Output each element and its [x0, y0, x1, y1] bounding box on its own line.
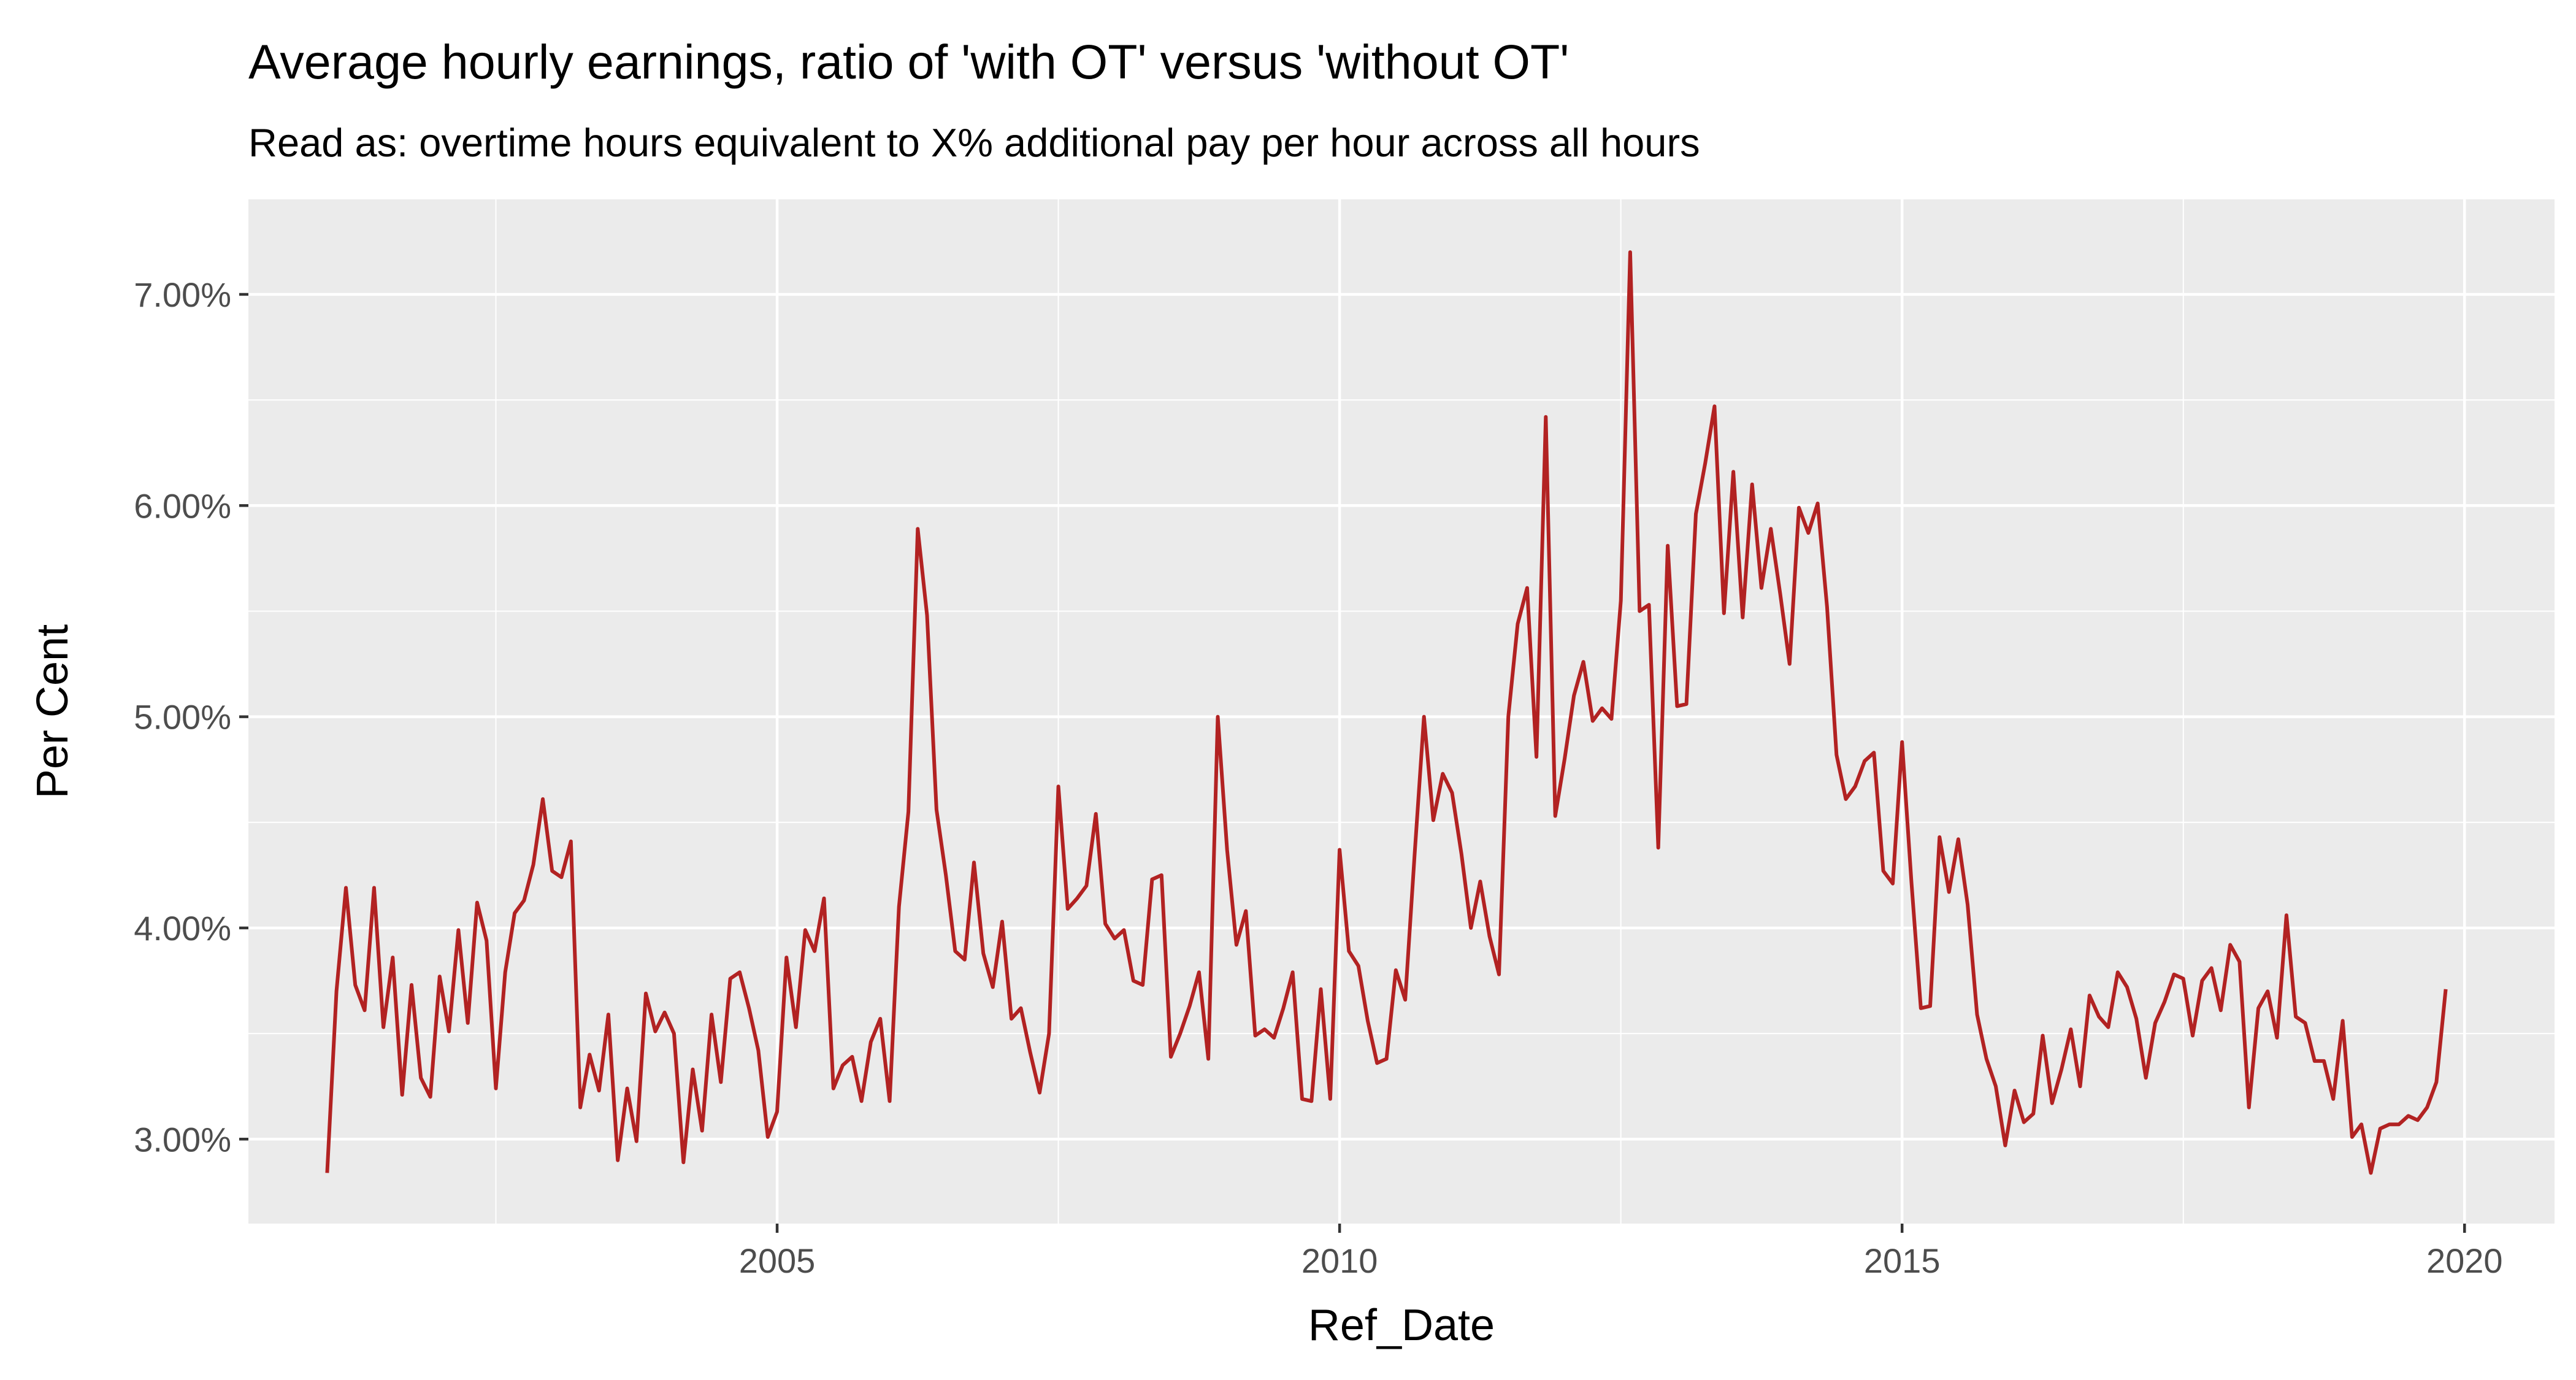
x-tick-label: 2020: [2426, 1241, 2503, 1280]
chart-subtitle: Read as: overtime hours equivalent to X%…: [248, 120, 1700, 165]
x-tick-label: 2010: [1301, 1241, 1378, 1280]
y-tick-label: 4.00%: [134, 909, 231, 948]
major-gridlines: [248, 199, 2555, 1224]
chart-title: Average hourly earnings, ratio of 'with …: [248, 34, 1569, 89]
x-tick-label: 2005: [739, 1241, 816, 1280]
series-line: [325, 250, 2448, 1175]
y-tick-label: 7.00%: [134, 275, 231, 314]
x-axis-title: Ref_Date: [1308, 1301, 1495, 1350]
y-tick-label: 5.00%: [134, 698, 231, 737]
x-axis: 2005 2010 2015 2020: [739, 1224, 2503, 1280]
x-tick-label: 2015: [1864, 1241, 1941, 1280]
minor-gridlines: [248, 199, 2555, 1224]
plot-panel: [248, 199, 2555, 1224]
y-tick-label: 6.00%: [134, 486, 231, 525]
series-layer: [325, 250, 2448, 1175]
y-tick-label: 3.00%: [134, 1120, 231, 1159]
y-axis: 3.00% 4.00% 5.00% 6.00% 7.00%: [134, 275, 248, 1159]
y-axis-title: Per Cent: [28, 624, 77, 799]
